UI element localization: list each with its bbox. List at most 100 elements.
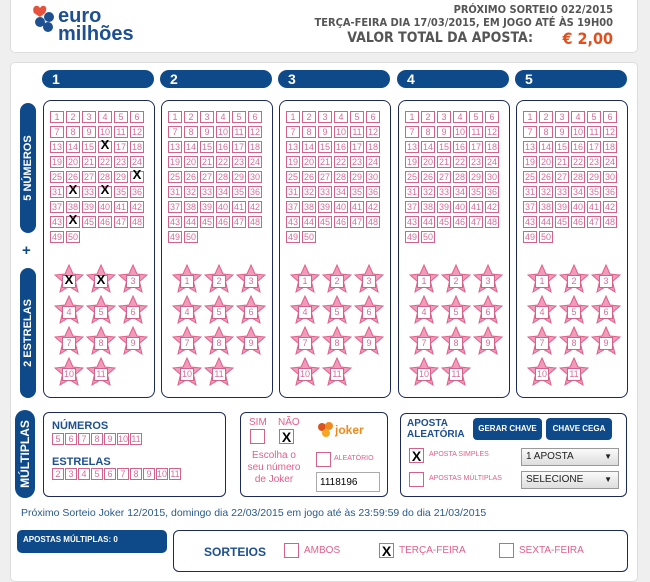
number-cell-50[interactable]: 50: [66, 231, 80, 243]
star-cell-3[interactable]: 3: [591, 264, 621, 294]
multiple-numbers-option[interactable]: 6: [65, 433, 77, 445]
number-cell-7[interactable]: 7: [405, 126, 419, 138]
star-cell-4[interactable]: 4: [172, 295, 202, 325]
number-cell-45[interactable]: 45: [555, 216, 569, 228]
number-cell-40[interactable]: 40: [453, 201, 467, 213]
number-cell-13[interactable]: 13: [50, 141, 64, 153]
number-cell-12[interactable]: 12: [603, 126, 617, 138]
star-cell-6[interactable]: 6: [118, 295, 148, 325]
number-cell-30[interactable]: 30: [603, 171, 617, 183]
star-cell-8[interactable]: 8: [86, 326, 116, 356]
number-cell-6[interactable]: 6: [485, 111, 499, 123]
star-cell-7[interactable]: 7: [290, 326, 320, 356]
number-cell-14[interactable]: 14: [66, 141, 80, 153]
number-cell-23[interactable]: 23: [350, 156, 364, 168]
number-cell-18[interactable]: 18: [130, 141, 144, 153]
number-cell-26[interactable]: 26: [421, 171, 435, 183]
number-cell-14[interactable]: 14: [302, 141, 316, 153]
number-cell-21[interactable]: 21: [555, 156, 569, 168]
number-cell-33[interactable]: 33: [200, 186, 214, 198]
number-cell-23[interactable]: 23: [469, 156, 483, 168]
number-cell-39[interactable]: 39: [82, 201, 96, 213]
multiple-stars-option[interactable]: 4: [78, 468, 90, 480]
number-cell-8[interactable]: 8: [302, 126, 316, 138]
number-cell-22[interactable]: 22: [334, 156, 348, 168]
number-cell-26[interactable]: 26: [539, 171, 553, 183]
number-cell-48[interactable]: 48: [485, 216, 499, 228]
star-cell-4[interactable]: 4: [527, 295, 557, 325]
number-cell-30[interactable]: X: [130, 168, 144, 183]
number-cell-44[interactable]: X: [66, 213, 80, 228]
number-cell-39[interactable]: 39: [555, 201, 569, 213]
number-cell-31[interactable]: 31: [405, 186, 419, 198]
number-cell-20[interactable]: 20: [539, 156, 553, 168]
star-cell-4[interactable]: 4: [409, 295, 439, 325]
number-cell-8[interactable]: 8: [539, 126, 553, 138]
number-cell-49[interactable]: 49: [286, 231, 300, 243]
star-cell-10[interactable]: 10: [54, 357, 84, 387]
star-cell-1[interactable]: 1: [527, 264, 557, 294]
number-cell-26[interactable]: 26: [302, 171, 316, 183]
number-cell-7[interactable]: 7: [168, 126, 182, 138]
number-cell-29[interactable]: 29: [232, 171, 246, 183]
number-cell-29[interactable]: 29: [350, 171, 364, 183]
number-cell-30[interactable]: 30: [248, 171, 262, 183]
star-cell-9[interactable]: 9: [236, 326, 266, 356]
number-cell-13[interactable]: 13: [168, 141, 182, 153]
number-cell-31[interactable]: 31: [168, 186, 182, 198]
number-cell-19[interactable]: 19: [50, 156, 64, 168]
multiple-stars-option[interactable]: 2: [52, 468, 64, 480]
number-cell-36[interactable]: 36: [366, 186, 380, 198]
number-cell-24[interactable]: 24: [130, 156, 144, 168]
star-cell-10[interactable]: 10: [527, 357, 557, 387]
number-cell-42[interactable]: 42: [603, 201, 617, 213]
simple-bet-select[interactable]: 1 APOSTA ▼: [521, 448, 619, 466]
number-cell-3[interactable]: 3: [200, 111, 214, 123]
multiple-stars-option[interactable]: 5: [91, 468, 103, 480]
number-cell-48[interactable]: 48: [130, 216, 144, 228]
number-cell-14[interactable]: 14: [421, 141, 435, 153]
multiple-stars-option[interactable]: 10: [156, 468, 168, 480]
number-cell-32[interactable]: 32: [302, 186, 316, 198]
number-cell-45[interactable]: 45: [200, 216, 214, 228]
number-cell-15[interactable]: 15: [555, 141, 569, 153]
number-cell-37[interactable]: 37: [523, 201, 537, 213]
number-cell-24[interactable]: 24: [603, 156, 617, 168]
number-cell-40[interactable]: 40: [98, 201, 112, 213]
star-cell-2[interactable]: 2: [559, 264, 589, 294]
multiple-stars-option[interactable]: 11: [169, 468, 181, 480]
number-cell-28[interactable]: 28: [571, 171, 585, 183]
number-cell-50[interactable]: 50: [421, 231, 435, 243]
number-cell-2[interactable]: 2: [184, 111, 198, 123]
number-cell-23[interactable]: 23: [587, 156, 601, 168]
number-cell-19[interactable]: 19: [286, 156, 300, 168]
number-cell-22[interactable]: 22: [216, 156, 230, 168]
number-cell-12[interactable]: 12: [130, 126, 144, 138]
number-cell-37[interactable]: 37: [50, 201, 64, 213]
number-cell-34[interactable]: 34: [334, 186, 348, 198]
number-cell-49[interactable]: 49: [50, 231, 64, 243]
number-cell-38[interactable]: 38: [539, 201, 553, 213]
number-cell-29[interactable]: 29: [469, 171, 483, 183]
number-cell-44[interactable]: 44: [421, 216, 435, 228]
number-cell-13[interactable]: 13: [523, 141, 537, 153]
number-cell-49[interactable]: 49: [523, 231, 537, 243]
number-cell-19[interactable]: 19: [405, 156, 419, 168]
number-cell-7[interactable]: 7: [50, 126, 64, 138]
multiple-numbers-option[interactable]: 7: [78, 433, 90, 445]
number-cell-9[interactable]: 9: [200, 126, 214, 138]
number-cell-21[interactable]: 21: [318, 156, 332, 168]
number-cell-34[interactable]: X: [98, 183, 112, 198]
number-cell-24[interactable]: 24: [248, 156, 262, 168]
star-cell-7[interactable]: 7: [527, 326, 557, 356]
number-cell-12[interactable]: 12: [366, 126, 380, 138]
multiple-stars-option[interactable]: 6: [104, 468, 116, 480]
number-cell-34[interactable]: 34: [216, 186, 230, 198]
star-cell-6[interactable]: 6: [591, 295, 621, 325]
number-cell-2[interactable]: 2: [66, 111, 80, 123]
number-cell-26[interactable]: 26: [66, 171, 80, 183]
number-cell-42[interactable]: 42: [130, 201, 144, 213]
number-cell-36[interactable]: 36: [603, 186, 617, 198]
tab-panel-2[interactable]: 2: [160, 70, 272, 88]
number-cell-27[interactable]: 27: [318, 171, 332, 183]
